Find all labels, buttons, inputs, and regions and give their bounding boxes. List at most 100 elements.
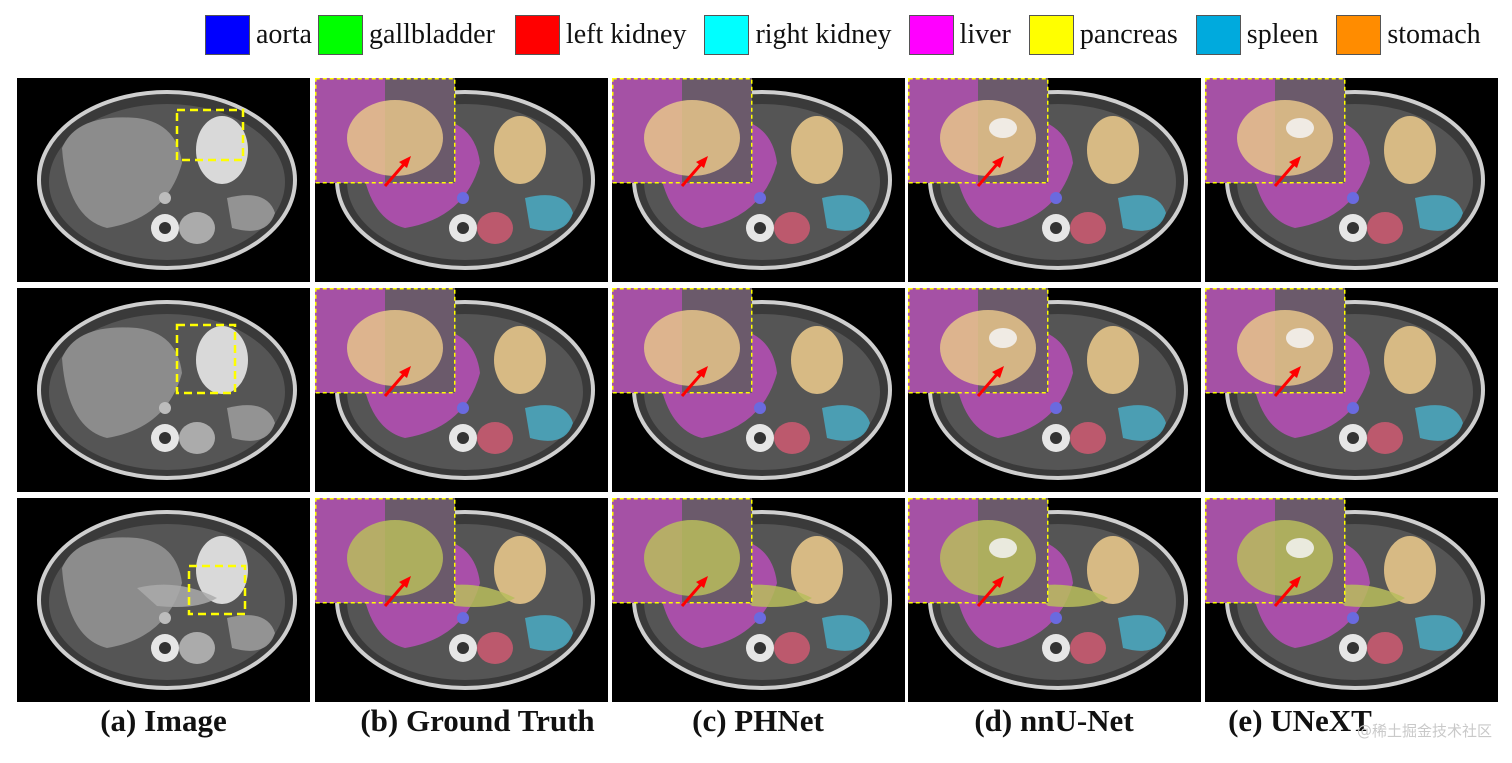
- spleen-region: [525, 615, 573, 651]
- ct-panel-ground-truth-row3: [315, 498, 608, 702]
- liver-region: [62, 537, 182, 648]
- spleen-region: [525, 405, 573, 441]
- kidney-region: [1070, 422, 1106, 454]
- kidney-region: [1367, 632, 1403, 664]
- legend-label-gallbladder: gallbladder: [368, 19, 495, 50]
- zoom-region-box: [175, 108, 245, 162]
- red-arrow-shaft: [976, 162, 1000, 187]
- zoom-inset-organ: [940, 520, 1036, 596]
- red-arrow-shaft: [383, 162, 407, 187]
- legend-label-aorta: aorta: [256, 19, 312, 50]
- red-arrow-shaft: [680, 162, 704, 187]
- spleen-region: [525, 195, 573, 231]
- ct-panel-image-row1: [17, 78, 310, 282]
- ct-panel-phnet-row2: [612, 288, 905, 492]
- zoom-inset-border: [315, 78, 456, 184]
- stomach-region: [196, 326, 248, 394]
- stomach-region: [1087, 536, 1139, 604]
- ct-panel-ground-truth-row1: [315, 78, 608, 282]
- zoom-inset-border: [1205, 498, 1346, 604]
- zoom-inset-organ: [940, 100, 1036, 176]
- legend: aorta gallbladder left kidney right kidn…: [205, 12, 1481, 58]
- legend-label-left-kidney: left kidney: [565, 19, 687, 50]
- ct-panel-image-row3: [17, 498, 310, 702]
- red-arrow-head: [696, 576, 708, 588]
- liver-region: [62, 117, 182, 228]
- red-arrow-shaft: [976, 372, 1000, 397]
- red-arrow-head: [399, 366, 411, 378]
- legend-label-pancreas: pancreas: [1079, 19, 1178, 50]
- aorta-region: [754, 612, 766, 624]
- legend-swatch-gallbladder: [317, 15, 363, 55]
- aorta-region: [1050, 612, 1062, 624]
- red-arrow-head: [1289, 156, 1301, 168]
- zoom-inset-organ: [644, 100, 740, 176]
- spleen-region: [1415, 405, 1463, 441]
- legend-item-gallbladder: gallbladder: [317, 15, 495, 55]
- pancreas-region: [137, 584, 217, 607]
- spleen-region: [1118, 405, 1166, 441]
- legend-swatch-aorta: [205, 15, 250, 55]
- stomach-region: [791, 536, 843, 604]
- aorta-region: [159, 612, 171, 624]
- red-arrow-shaft: [680, 372, 704, 397]
- red-arrow-head: [1289, 366, 1301, 378]
- image-grid: [17, 78, 1502, 702]
- stomach-region: [1087, 116, 1139, 184]
- legend-item-liver: liver: [908, 15, 1011, 55]
- zoom-inset-border: [1205, 288, 1346, 394]
- stomach-region: [791, 326, 843, 394]
- zoom-inset-border: [908, 78, 1049, 184]
- zoom-inset-organ: [644, 310, 740, 386]
- spleen-region: [227, 615, 275, 651]
- aorta-region: [457, 612, 469, 624]
- spinal-canal: [159, 432, 171, 444]
- red-arrow-head: [696, 156, 708, 168]
- red-arrow-head: [696, 366, 708, 378]
- spleen-region: [227, 405, 275, 441]
- red-arrow-shaft: [383, 372, 407, 397]
- stomach-region: [1384, 326, 1436, 394]
- kidney-region: [179, 632, 215, 664]
- aorta-region: [754, 402, 766, 414]
- zoom-inset-organ: [940, 310, 1036, 386]
- zoom-region-box: [187, 564, 247, 616]
- spinal-canal: [159, 222, 171, 234]
- ct-panel-phnet-row1: [612, 78, 905, 282]
- kidney-region: [477, 422, 513, 454]
- spinal-canal: [457, 642, 469, 654]
- stomach-region: [196, 536, 248, 604]
- stomach-region: [494, 536, 546, 604]
- aorta-region: [1050, 402, 1062, 414]
- red-arrow-head: [1289, 576, 1301, 588]
- zoom-inset-error-region: [1286, 328, 1314, 348]
- legend-item-pancreas: pancreas: [1028, 15, 1178, 55]
- legend-swatch-pancreas: [1028, 15, 1074, 55]
- aorta-region: [159, 402, 171, 414]
- ct-panel-unext-row1: [1205, 78, 1498, 282]
- caption-unext: (e) UNeXT: [1228, 703, 1372, 738]
- zoom-inset-error-region: [989, 538, 1017, 558]
- aorta-region: [457, 402, 469, 414]
- caption-nnunet: (d) nnU-Net: [974, 703, 1134, 738]
- zoom-inset-border: [612, 288, 753, 394]
- ct-panel-nnunet-row2: [908, 288, 1201, 492]
- zoom-inset-error-region: [1286, 538, 1314, 558]
- ct-panel-unext-row2: [1205, 288, 1498, 492]
- kidney-region: [1070, 632, 1106, 664]
- red-arrow-shaft: [1273, 582, 1297, 607]
- legend-item-right-kidney: right kidney: [704, 15, 892, 55]
- red-arrow-shaft: [1273, 162, 1297, 187]
- caption-image: (a) Image: [100, 703, 227, 738]
- zoom-inset-border: [908, 288, 1049, 394]
- zoom-inset-error-region: [989, 118, 1017, 138]
- spleen-region: [1118, 195, 1166, 231]
- spinal-canal: [1050, 222, 1062, 234]
- ct-panel-nnunet-row1: [908, 78, 1201, 282]
- red-arrow-head: [399, 576, 411, 588]
- caption-phnet: (c) PHNet: [692, 703, 824, 738]
- aorta-region: [159, 192, 171, 204]
- ct-panel-nnunet-row3: [908, 498, 1201, 702]
- kidney-region: [1367, 212, 1403, 244]
- stomach-region: [196, 116, 248, 184]
